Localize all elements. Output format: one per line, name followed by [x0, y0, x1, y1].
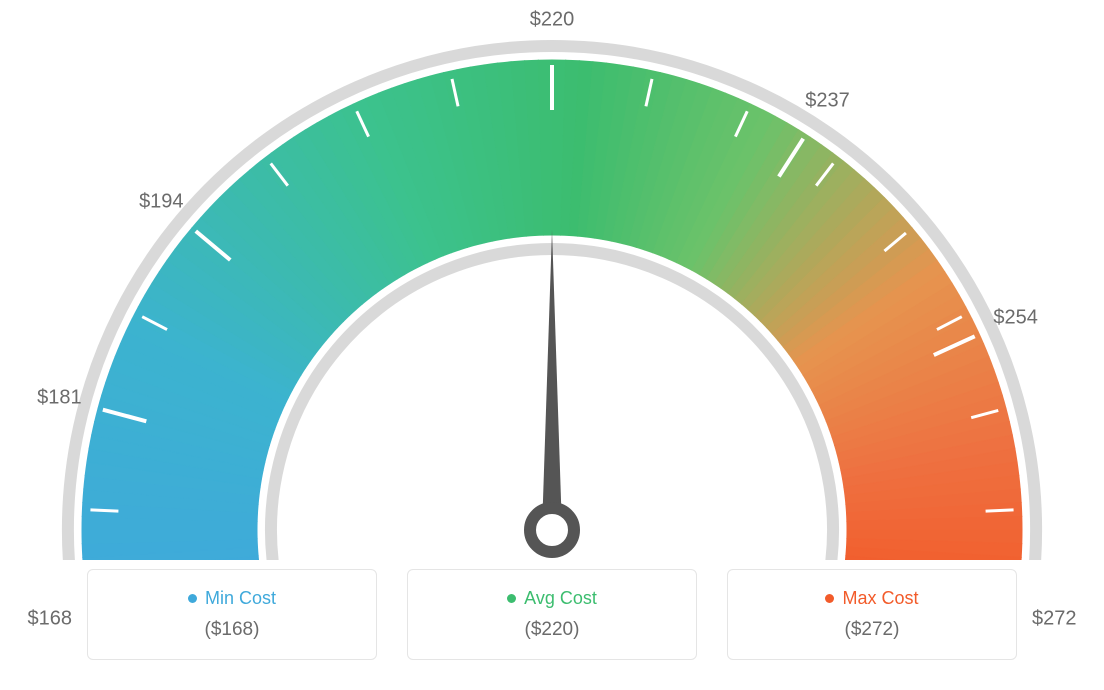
legend-value-min: ($168)	[108, 619, 356, 641]
legend-card-min: Min Cost ($168)	[87, 569, 377, 660]
dot-icon	[188, 594, 197, 603]
legend-row: Min Cost ($168) Avg Cost ($220) Max Cost…	[0, 569, 1104, 660]
gauge-tick-label: $237	[805, 89, 850, 112]
gauge-tick-label: $194	[139, 191, 184, 214]
gauge-svg	[0, 0, 1104, 560]
gauge-tick-label: $181	[37, 387, 82, 410]
legend-card-max: Max Cost ($272)	[727, 569, 1017, 660]
legend-card-avg: Avg Cost ($220)	[407, 569, 697, 660]
legend-label-min: Min Cost	[188, 588, 276, 609]
legend-value-avg: ($220)	[428, 619, 676, 641]
legend-label-text: Min Cost	[205, 588, 276, 609]
legend-label-text: Max Cost	[842, 588, 918, 609]
legend-label-avg: Avg Cost	[507, 588, 597, 609]
dot-icon	[507, 594, 516, 603]
legend-label-text: Avg Cost	[524, 588, 597, 609]
gauge-chart: $168$181$194$220$237$254$272	[0, 0, 1104, 560]
dot-icon	[825, 594, 834, 603]
gauge-tick-label: $220	[530, 9, 575, 32]
legend-value-max: ($272)	[748, 619, 996, 641]
legend-label-max: Max Cost	[825, 588, 918, 609]
gauge-tick-label: $254	[993, 306, 1038, 329]
